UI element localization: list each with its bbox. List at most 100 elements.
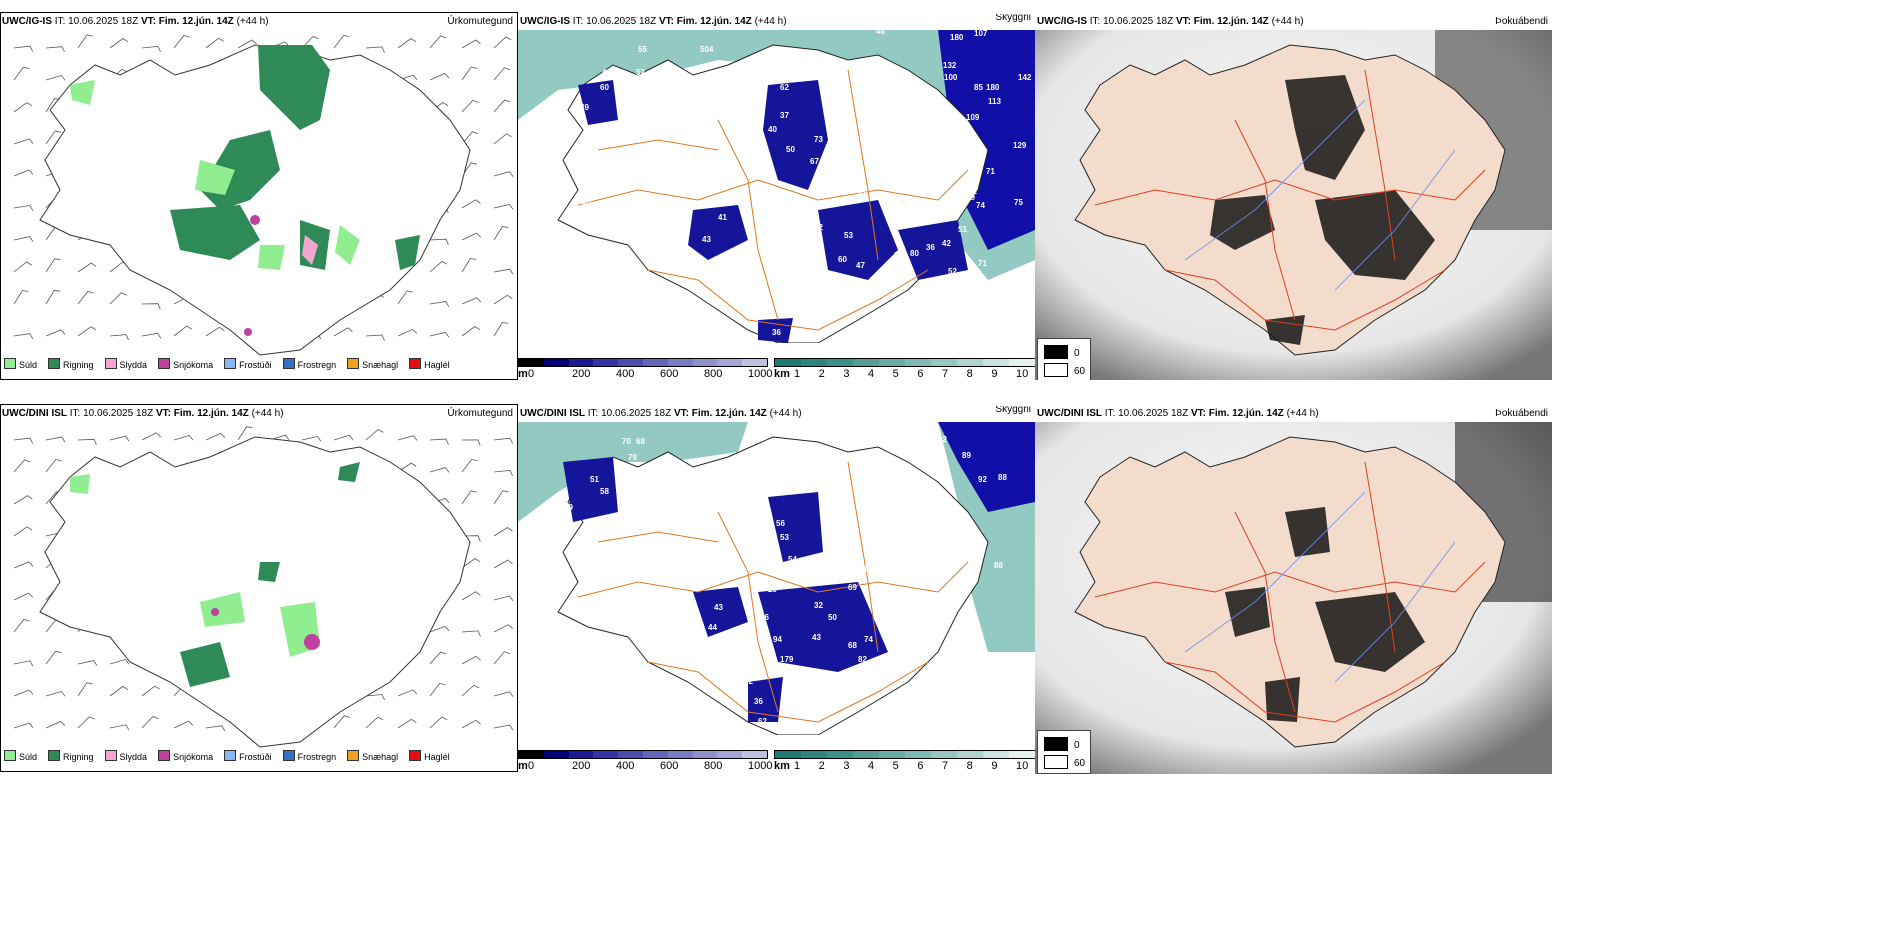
cloud-base-label: 47 [856, 261, 865, 270]
row2-precip-frame [0, 404, 518, 772]
legend-label: Haglél [424, 360, 450, 370]
wind-barb [109, 685, 129, 697]
vt-value: Fim. 12.jún. 14Z [1193, 16, 1269, 27]
cloud-base-label: 94 [773, 635, 782, 644]
row2-cloud-panel: UWC/DINI ISL IT: 10.06.2025 18Z VT: Fim.… [518, 406, 1035, 772]
row1-precip-panel: UWC/IG-IS IT: 10.06.2025 18Z VT: Fim. 12… [0, 14, 517, 376]
row1-cloud-header: UWC/IG-IS IT: 10.06.2025 18Z VT: Fim. 12… [518, 14, 1035, 30]
wind-barb [461, 458, 478, 473]
wind-barb [13, 333, 34, 339]
legend-item: Súld [4, 357, 37, 373]
wind-barb [493, 437, 514, 444]
wind-barb [45, 258, 61, 273]
wind-barb [429, 331, 450, 338]
cloud-base-label: 49 [780, 213, 789, 222]
cloud-base-label: 68 [636, 437, 645, 446]
vt-value: Fim. 12.jún. 14Z [676, 16, 752, 27]
panel-title: Úrkomutegund [447, 408, 513, 419]
vt-value: Fim. 12.jún. 14Z [158, 16, 234, 27]
wind-barb [429, 467, 450, 473]
cloud-base-label: 72 [744, 677, 753, 686]
cloud-base-label: 58 [600, 487, 609, 496]
cloud-base-label: 100 [944, 73, 958, 82]
cloud-base-label: 43 [812, 633, 821, 642]
wind-barb [461, 684, 480, 697]
wind-barb [429, 651, 447, 665]
scale-cell [667, 751, 693, 758]
wind-barb [13, 289, 29, 305]
wind-barb [461, 131, 479, 145]
wind-barb [461, 199, 481, 209]
wind-barb [493, 99, 511, 113]
model-name: UWC/DINI ISL [2, 408, 67, 419]
river-network [1184, 491, 1456, 683]
cloud-base-label: 52 [636, 68, 645, 77]
scale-cell [742, 359, 767, 366]
legend-swatch [409, 750, 422, 761]
wind-barb [205, 432, 226, 441]
cloud-base-label: 113 [988, 97, 1001, 106]
cloud-base-label: 81 [774, 213, 783, 222]
wind-barb [493, 490, 509, 505]
scale-tick: 600 [660, 368, 679, 380]
wind-barb [237, 39, 257, 49]
wind-barb [493, 624, 513, 633]
wind-barb [461, 591, 481, 601]
legend-item: Frostúði [224, 357, 272, 373]
wind-barb [13, 437, 34, 444]
wind-barb [13, 592, 34, 601]
cloud-base-label: 49 [580, 103, 589, 112]
cloud-base-label: 51 [590, 475, 599, 484]
wind-barb [13, 102, 33, 113]
wind-barb [301, 435, 322, 442]
visibility-scale-bar: km 1 2 3 4 5 6 7 8 9 10 [774, 750, 1035, 772]
it-value: 10.06.2025 18Z [68, 16, 139, 27]
model-name: UWC/IG-IS [520, 16, 570, 27]
cloud-base-label: 75 [1014, 198, 1023, 207]
wind-barb [461, 297, 482, 305]
iceland-land [1074, 436, 1506, 748]
wind-barb [461, 439, 481, 446]
scale-tick: 2 [818, 368, 825, 380]
fog-legend-row: 60 [1044, 755, 1085, 769]
wind-barb [493, 203, 514, 210]
fog-legend-value: 0 [1074, 740, 1080, 751]
wind-barb [397, 718, 417, 729]
scale-tick: 0 [528, 760, 535, 772]
wind-barb [13, 495, 33, 505]
wind-barb [429, 35, 447, 49]
scale-cell [1009, 751, 1035, 758]
cloud-base-label: 82 [968, 187, 977, 196]
wind-barb [461, 66, 478, 81]
wind-barb [45, 721, 66, 729]
scale-cells [774, 750, 1035, 759]
fog-dark-patches [1225, 507, 1425, 722]
legend-item: Haglél [409, 749, 450, 765]
cloud-base-label: 71 [986, 167, 995, 176]
rain-areas [170, 45, 420, 270]
legend-item: Frostregn [282, 749, 336, 765]
wind-barb [493, 651, 511, 665]
legend-item: Súld [4, 749, 37, 765]
cloud-base-label: 53 [780, 533, 789, 542]
cloud-base-label: 56 [776, 519, 785, 528]
wind-barb [493, 321, 509, 337]
wind-barb [365, 716, 384, 729]
fog-legend-swatch [1044, 345, 1068, 359]
cloud-base-label: 42 [938, 435, 947, 444]
cloud-base-label: 68 [858, 565, 867, 574]
wind-barb [173, 434, 194, 441]
low-cloud-patches [563, 457, 888, 722]
scale-tick: 7 [942, 760, 949, 772]
wind-barb [173, 35, 190, 49]
scale-tick: 10 [1016, 760, 1029, 772]
cloud-base-label: 504 [700, 45, 714, 54]
it-label: IT: [587, 408, 599, 419]
row2-fog-header: UWC/DINI ISL IT: 10.06.2025 18Z VT: Fim.… [1035, 406, 1552, 422]
wind-barb [77, 262, 97, 273]
scale-tick: 6 [917, 368, 924, 380]
legend-label: Rigning [63, 360, 94, 370]
row1-precip-frame [0, 12, 518, 380]
wind-barb [109, 38, 129, 49]
cloud-base-label: 88 [994, 561, 1003, 570]
